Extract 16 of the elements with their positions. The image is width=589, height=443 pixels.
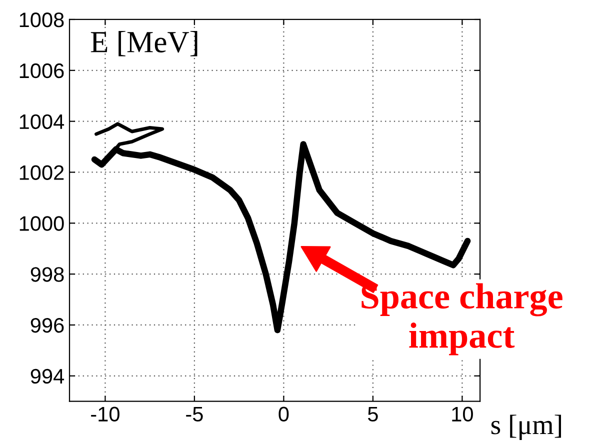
y-tick-label: 1002 — [20, 165, 64, 180]
y-tick-label: 1006 — [20, 63, 64, 78]
annotation: Space charge impact — [362, 283, 562, 356]
y-tick-label: 1000 — [20, 216, 64, 231]
x-axis-title: s [μm] — [491, 414, 561, 440]
x-tick-label: -5 — [186, 406, 203, 422]
y-tick-label: 996 — [30, 318, 64, 333]
y-axis-title: E [MeV] — [90, 30, 198, 56]
x-tick-label: -10 — [91, 406, 120, 422]
x-tick-label: 5 — [368, 406, 378, 422]
y-tick-label: 1004 — [20, 114, 64, 130]
x-tick-label: 0 — [278, 406, 289, 422]
y-tick-label: 1008 — [20, 12, 64, 28]
y-tick-label: 994 — [30, 368, 64, 384]
x-tick-label: 10 — [452, 406, 473, 422]
y-tick-label: 998 — [30, 267, 64, 282]
